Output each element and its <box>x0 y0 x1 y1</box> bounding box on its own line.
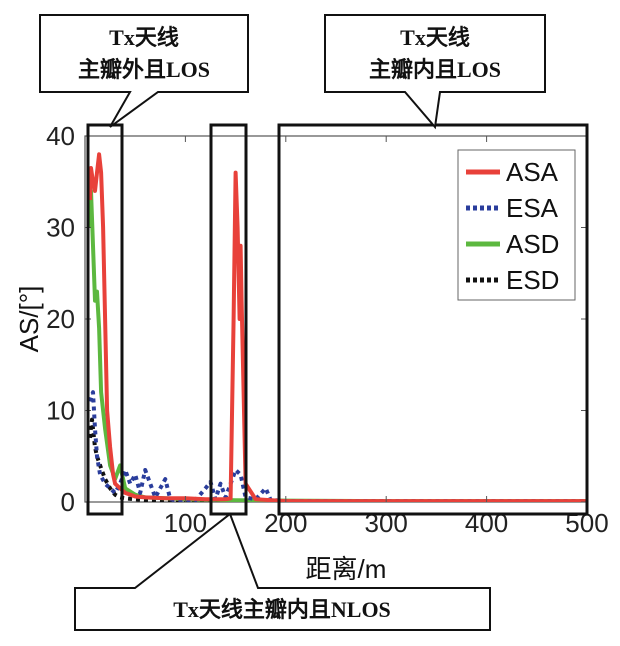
y-axis-label: AS/[°] <box>14 286 44 353</box>
callout-inside-lobe-los <box>324 14 546 130</box>
legend: ASA ESA ASD ESD <box>457 149 576 301</box>
callout-text-outside-lobe-los: Tx天线 <box>109 25 179 50</box>
legend-label-asd: ASD <box>506 229 559 259</box>
legend-box <box>457 149 576 301</box>
y-tick-label: 30 <box>46 213 75 243</box>
callout-text-inside-lobe-los: Tx天线 <box>400 25 470 50</box>
y-tick-label: 10 <box>46 396 75 426</box>
callout-outside-lobe-los <box>39 14 249 128</box>
region-box-outside-lobe-los <box>86 123 124 516</box>
callout-text-outside-lobe-los: 主瓣外且LOS <box>78 57 210 82</box>
callout-text-inside-lobe-los: 主瓣内且LOS <box>369 57 501 82</box>
x-tick-label: 100 <box>164 508 207 538</box>
y-tick-label: 20 <box>46 304 75 334</box>
callout-text-inside-lobe-nlos: Tx天线主瓣内且NLOS <box>173 597 391 622</box>
callout-inside-lobe-nlos <box>74 512 491 631</box>
legend-label-esd: ESD <box>506 265 559 295</box>
y-tick-label: 40 <box>46 121 75 151</box>
legend-label-esa: ESA <box>506 193 559 223</box>
y-tick-label: 0 <box>61 487 75 517</box>
legend-label-asa: ASA <box>506 157 559 187</box>
x-axis-label: 距离/m <box>306 554 387 584</box>
